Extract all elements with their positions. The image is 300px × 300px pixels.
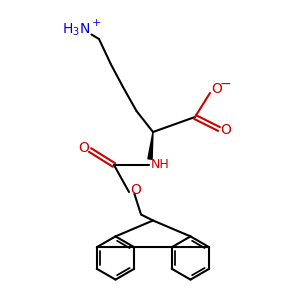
Text: −: −	[220, 77, 231, 91]
Text: H$_3$N: H$_3$N	[62, 22, 90, 38]
Text: O: O	[130, 183, 141, 196]
Text: O: O	[211, 82, 222, 96]
Polygon shape	[148, 132, 153, 159]
Text: O: O	[78, 141, 89, 154]
Text: +: +	[92, 17, 101, 28]
Text: NH: NH	[151, 158, 170, 171]
Text: O: O	[220, 124, 231, 137]
